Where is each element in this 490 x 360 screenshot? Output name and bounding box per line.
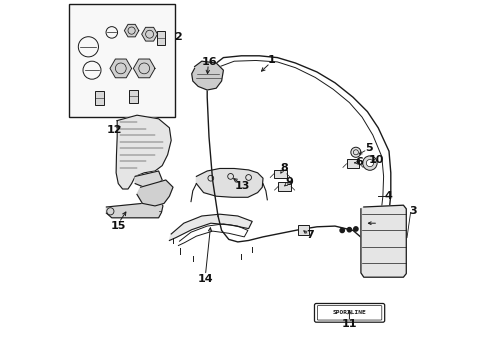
Circle shape xyxy=(340,228,344,233)
Bar xyxy=(274,170,287,178)
Text: 9: 9 xyxy=(285,177,293,187)
Text: 1: 1 xyxy=(268,55,276,66)
Polygon shape xyxy=(116,115,171,189)
Text: 16: 16 xyxy=(201,57,217,67)
Text: 8: 8 xyxy=(281,163,289,174)
Polygon shape xyxy=(142,27,157,41)
Text: 5: 5 xyxy=(366,143,373,153)
Bar xyxy=(129,90,138,103)
Text: 14: 14 xyxy=(197,274,213,284)
Text: 3: 3 xyxy=(409,206,416,216)
Circle shape xyxy=(347,228,351,232)
Circle shape xyxy=(354,227,358,231)
Text: 2: 2 xyxy=(174,32,182,42)
Text: 10: 10 xyxy=(368,155,384,165)
Text: SPORTLINE: SPORTLINE xyxy=(333,310,367,315)
Bar xyxy=(69,4,175,117)
Bar xyxy=(298,225,310,235)
Polygon shape xyxy=(133,59,155,78)
Bar xyxy=(95,91,104,105)
Circle shape xyxy=(363,156,377,170)
Text: 6: 6 xyxy=(356,157,364,167)
Polygon shape xyxy=(196,168,263,197)
Polygon shape xyxy=(170,214,252,240)
Polygon shape xyxy=(361,205,406,277)
Text: 11: 11 xyxy=(342,319,357,329)
Polygon shape xyxy=(124,24,139,37)
Text: 4: 4 xyxy=(384,191,392,201)
Polygon shape xyxy=(192,61,223,90)
Circle shape xyxy=(351,147,361,157)
Bar xyxy=(346,159,360,168)
Text: 13: 13 xyxy=(234,181,250,191)
Text: 7: 7 xyxy=(307,230,315,240)
Polygon shape xyxy=(110,59,132,78)
Polygon shape xyxy=(106,202,163,218)
Text: 12: 12 xyxy=(107,125,122,135)
Polygon shape xyxy=(137,180,173,206)
Text: 15: 15 xyxy=(111,221,126,231)
Bar xyxy=(278,182,291,191)
Bar xyxy=(157,31,165,45)
Polygon shape xyxy=(135,171,162,187)
FancyBboxPatch shape xyxy=(315,303,385,322)
Circle shape xyxy=(367,159,373,167)
